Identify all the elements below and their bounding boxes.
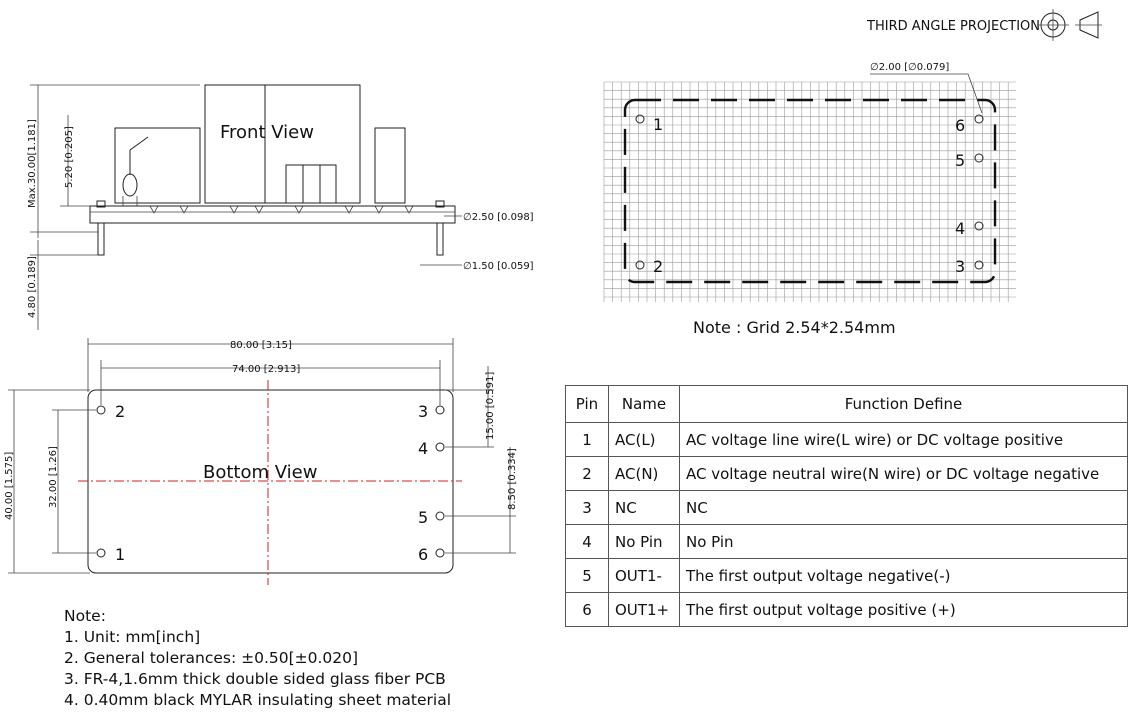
dim-40: 40.00 [1.575] <box>4 452 15 520</box>
bottom-pin-6: 6 <box>418 545 428 564</box>
cell-function: The first output voltage negative(-) <box>679 558 1128 593</box>
cell-pin: 3 <box>565 490 609 525</box>
projection-label: THIRD ANGLE PROJECTION <box>866 19 1040 34</box>
table-row: 4 No Pin No Pin <box>565 524 1128 559</box>
table-row: 6 OUT1+ The first output voltage positiv… <box>565 592 1128 627</box>
header-function: Function Define <box>679 385 1128 423</box>
dim-5-20: 5.20 [0.205] <box>64 126 75 188</box>
projection-cone-icon <box>1075 11 1102 39</box>
component-small <box>285 164 337 204</box>
front-view: Front View Max.30.00[1.181] 5.20 [0.205]… <box>27 84 534 330</box>
bottom-pin-5: 5 <box>418 508 428 527</box>
bottom-pin-2: 2 <box>115 402 125 421</box>
table-row: 1 AC(L) AC voltage line wire(L wire) or … <box>565 422 1128 457</box>
cell-name: AC(L) <box>608 422 680 457</box>
pcb-board <box>89 205 456 224</box>
cell-name: OUT1+ <box>608 592 680 627</box>
note-item: 4. 0.40mm black MYLAR insulating sheet m… <box>64 691 452 709</box>
cell-function: AC voltage line wire(L wire) or DC volta… <box>679 422 1128 457</box>
pin-left <box>97 222 105 256</box>
bottom-view: Bottom View 2 1 3 4 5 6 80.00 [3.15] 74.… <box>4 338 518 585</box>
bottom-pin-3: 3 <box>418 402 428 421</box>
cell-pin: 5 <box>565 558 609 593</box>
dim-pin-dia-1-50: ∅1.50 [0.059] <box>463 261 534 272</box>
dim-74: 74.00 [2.913] <box>232 364 300 375</box>
grid-pin-2: 2 <box>653 257 663 276</box>
cell-pin: 1 <box>565 422 609 457</box>
grid-holes <box>635 114 984 270</box>
notes: Note: 1. Unit: mm[inch] 2. General toler… <box>64 606 451 711</box>
dim-max-height: Max.30.00[1.181] <box>27 119 38 208</box>
projection-circle-icon <box>1037 9 1069 41</box>
module-outline <box>623 98 997 284</box>
bottom-pin-4: 4 <box>418 439 428 458</box>
cell-name: No Pin <box>608 524 680 559</box>
grid-pin-5: 5 <box>955 151 965 170</box>
bottom-view-title: Bottom View <box>203 462 317 483</box>
dim-15: 15.00 [0.591] <box>485 372 496 440</box>
grid-note: Note : Grid 2.54*2.54mm <box>693 318 896 337</box>
cell-name: OUT1- <box>608 558 680 593</box>
grid-hole-dim: ∅2.00 [∅0.079] <box>870 62 949 73</box>
table-row: 3 NC NC <box>565 490 1128 525</box>
dim-80: 80.00 [3.15] <box>230 340 292 351</box>
capacitor-body <box>114 127 201 204</box>
cell-name: NC <box>608 490 680 525</box>
pin-right <box>436 222 444 256</box>
table-row: 2 AC(N) AC voltage neutral wire(N wire) … <box>565 456 1128 491</box>
cell-name: AC(N) <box>608 456 680 491</box>
notes-heading: Note: <box>64 607 106 625</box>
cell-pin: 6 <box>565 592 609 627</box>
note-item: 1. Unit: mm[inch] <box>64 628 201 646</box>
pin-table: Pin Name Function Define 1 AC(L) AC volt… <box>565 385 1128 627</box>
pin-table-header: Pin Name Function Define <box>565 385 1128 423</box>
header-name: Name <box>608 385 680 423</box>
header-pin: Pin <box>565 385 609 423</box>
bottom-pin-1: 1 <box>115 545 125 564</box>
transformer-body <box>204 84 361 204</box>
component-right <box>374 127 406 204</box>
grid-lines <box>603 81 1016 302</box>
grid-view: 1 2 3 4 5 6 ∅2.00 [∅0.079] Note : Grid 2… <box>603 62 1016 337</box>
cell-function: No Pin <box>679 524 1128 559</box>
grid-pin-6: 6 <box>955 116 965 135</box>
cell-function: The first output voltage positive (+) <box>679 592 1128 627</box>
note-item: 2. General tolerances: ±0.50[±0.020] <box>64 649 359 667</box>
cell-function: NC <box>679 490 1128 525</box>
table-row: 5 OUT1- The first output voltage negativ… <box>565 558 1128 593</box>
cell-function: AC voltage neutral wire(N wire) or DC vo… <box>679 456 1128 491</box>
grid-pin-4: 4 <box>955 219 965 238</box>
note-item: 3. FR-4,1.6mm thick double sided glass f… <box>64 670 446 688</box>
grid-pin-3: 3 <box>955 257 965 276</box>
dim-pin-dia-2-50: ∅2.50 [0.098] <box>463 212 534 223</box>
cell-pin: 2 <box>565 456 609 491</box>
cell-pin: 4 <box>565 524 609 559</box>
dim-4-80: 4.80 [0.189] <box>27 256 38 318</box>
grid-pin-1: 1 <box>653 115 663 134</box>
projection-symbol: THIRD ANGLE PROJECTION <box>866 9 1102 41</box>
dim-32: 32.00 [1.26] <box>48 446 59 508</box>
front-view-title: Front View <box>220 122 314 143</box>
dim-8-50: 8.50 [0.334] <box>507 448 518 510</box>
